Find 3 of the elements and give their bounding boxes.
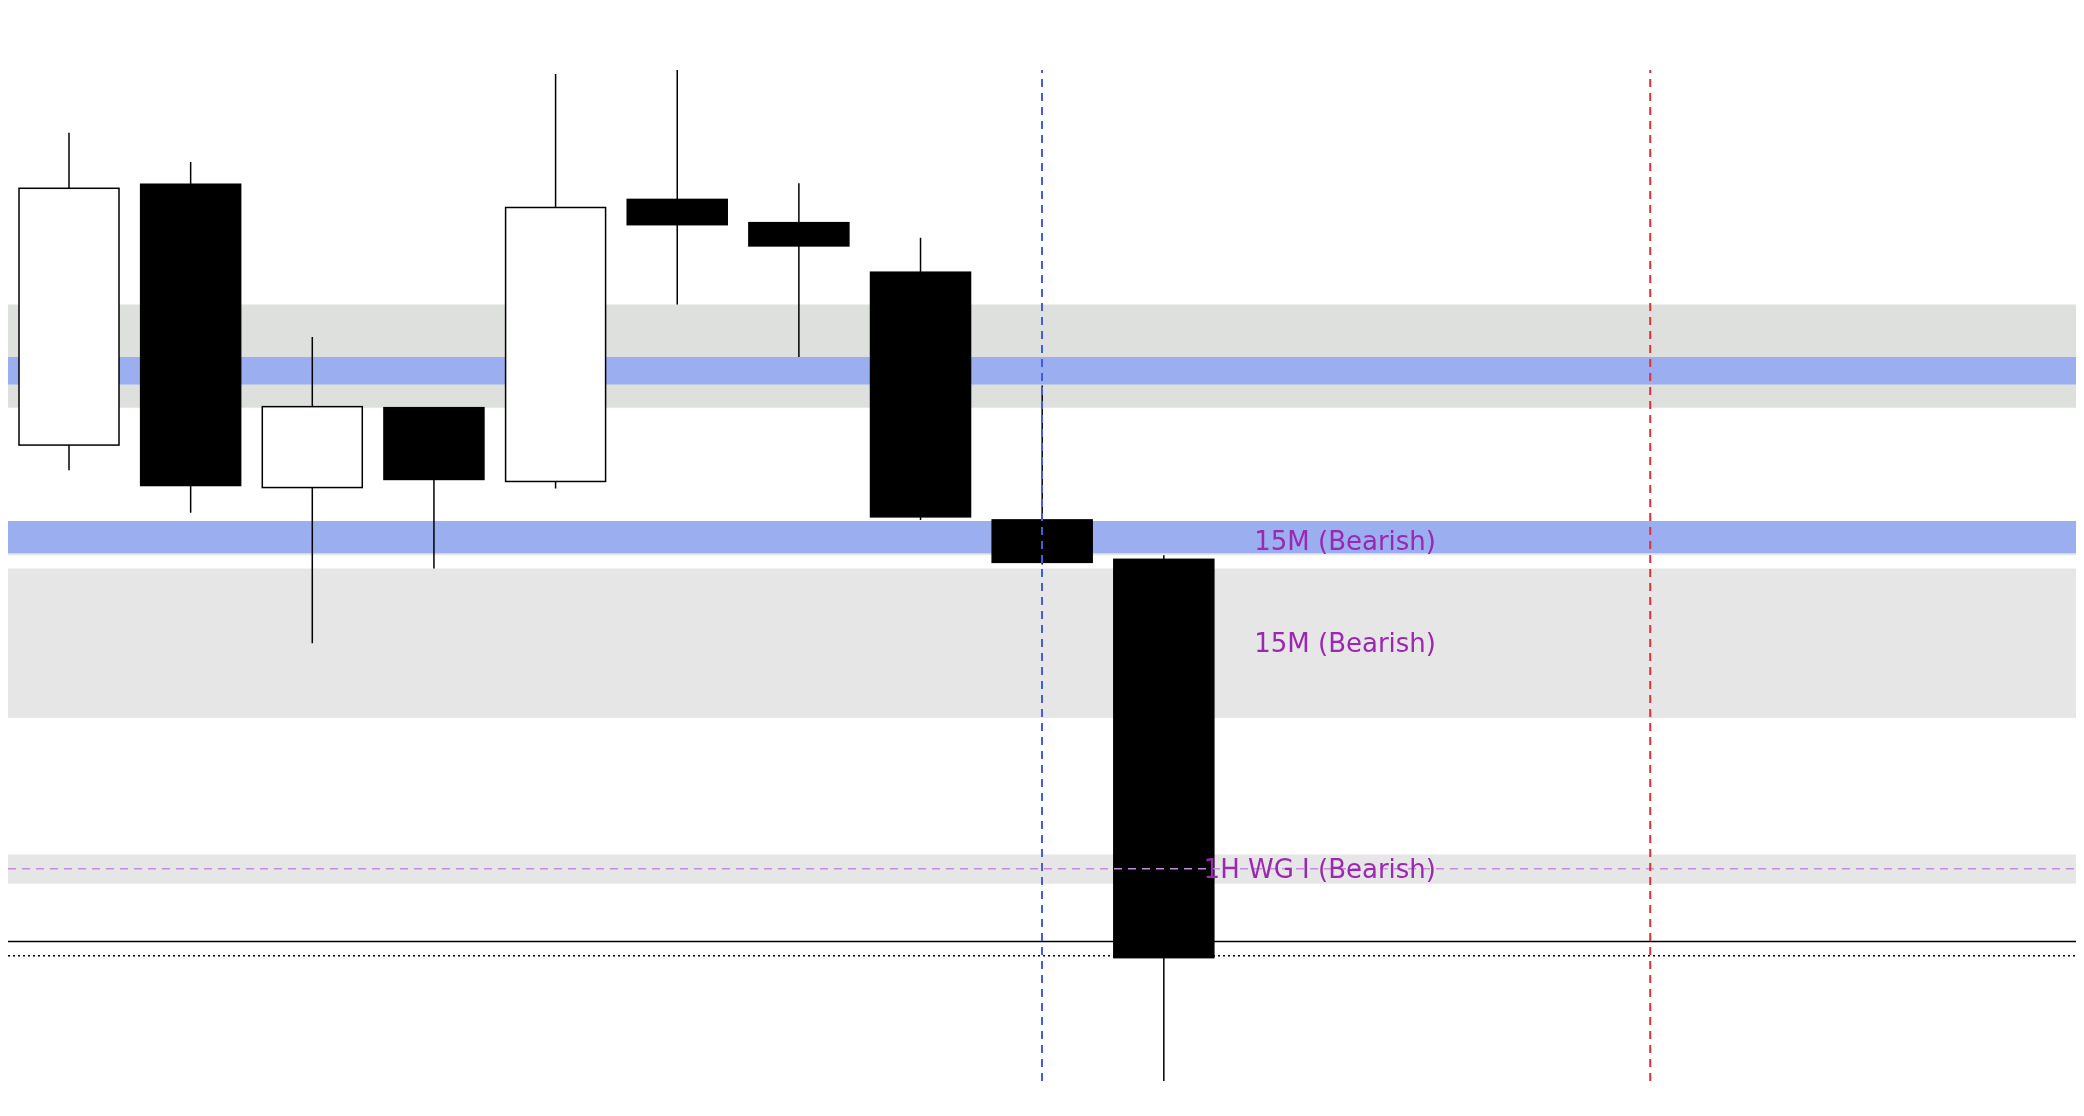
band-label: 15M (Bearish) — [1254, 628, 1436, 659]
candlestick — [626, 70, 728, 306]
band-label: 15M (Bearish) — [1254, 525, 1436, 556]
